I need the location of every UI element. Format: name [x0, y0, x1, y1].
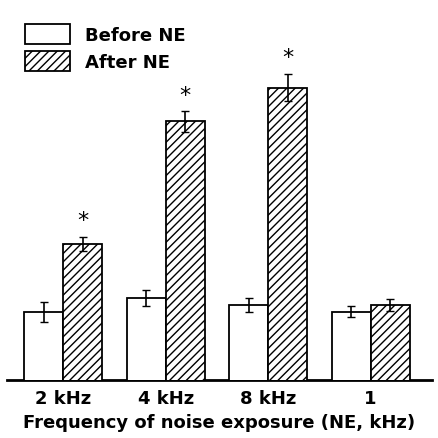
- Bar: [127, 299, 165, 438]
- Legend: Before NE, After NE: Before NE, After NE: [16, 16, 194, 81]
- Bar: [268, 88, 307, 438]
- Bar: [370, 305, 409, 438]
- Text: *: *: [77, 211, 88, 231]
- Text: *: *: [281, 48, 293, 68]
- Bar: [24, 312, 63, 438]
- Text: *: *: [179, 85, 191, 105]
- Bar: [229, 305, 268, 438]
- Bar: [331, 312, 370, 438]
- Bar: [63, 244, 102, 438]
- X-axis label: Frequency of noise exposure (NE, kHz): Frequency of noise exposure (NE, kHz): [23, 413, 415, 431]
- Bar: [165, 122, 204, 438]
